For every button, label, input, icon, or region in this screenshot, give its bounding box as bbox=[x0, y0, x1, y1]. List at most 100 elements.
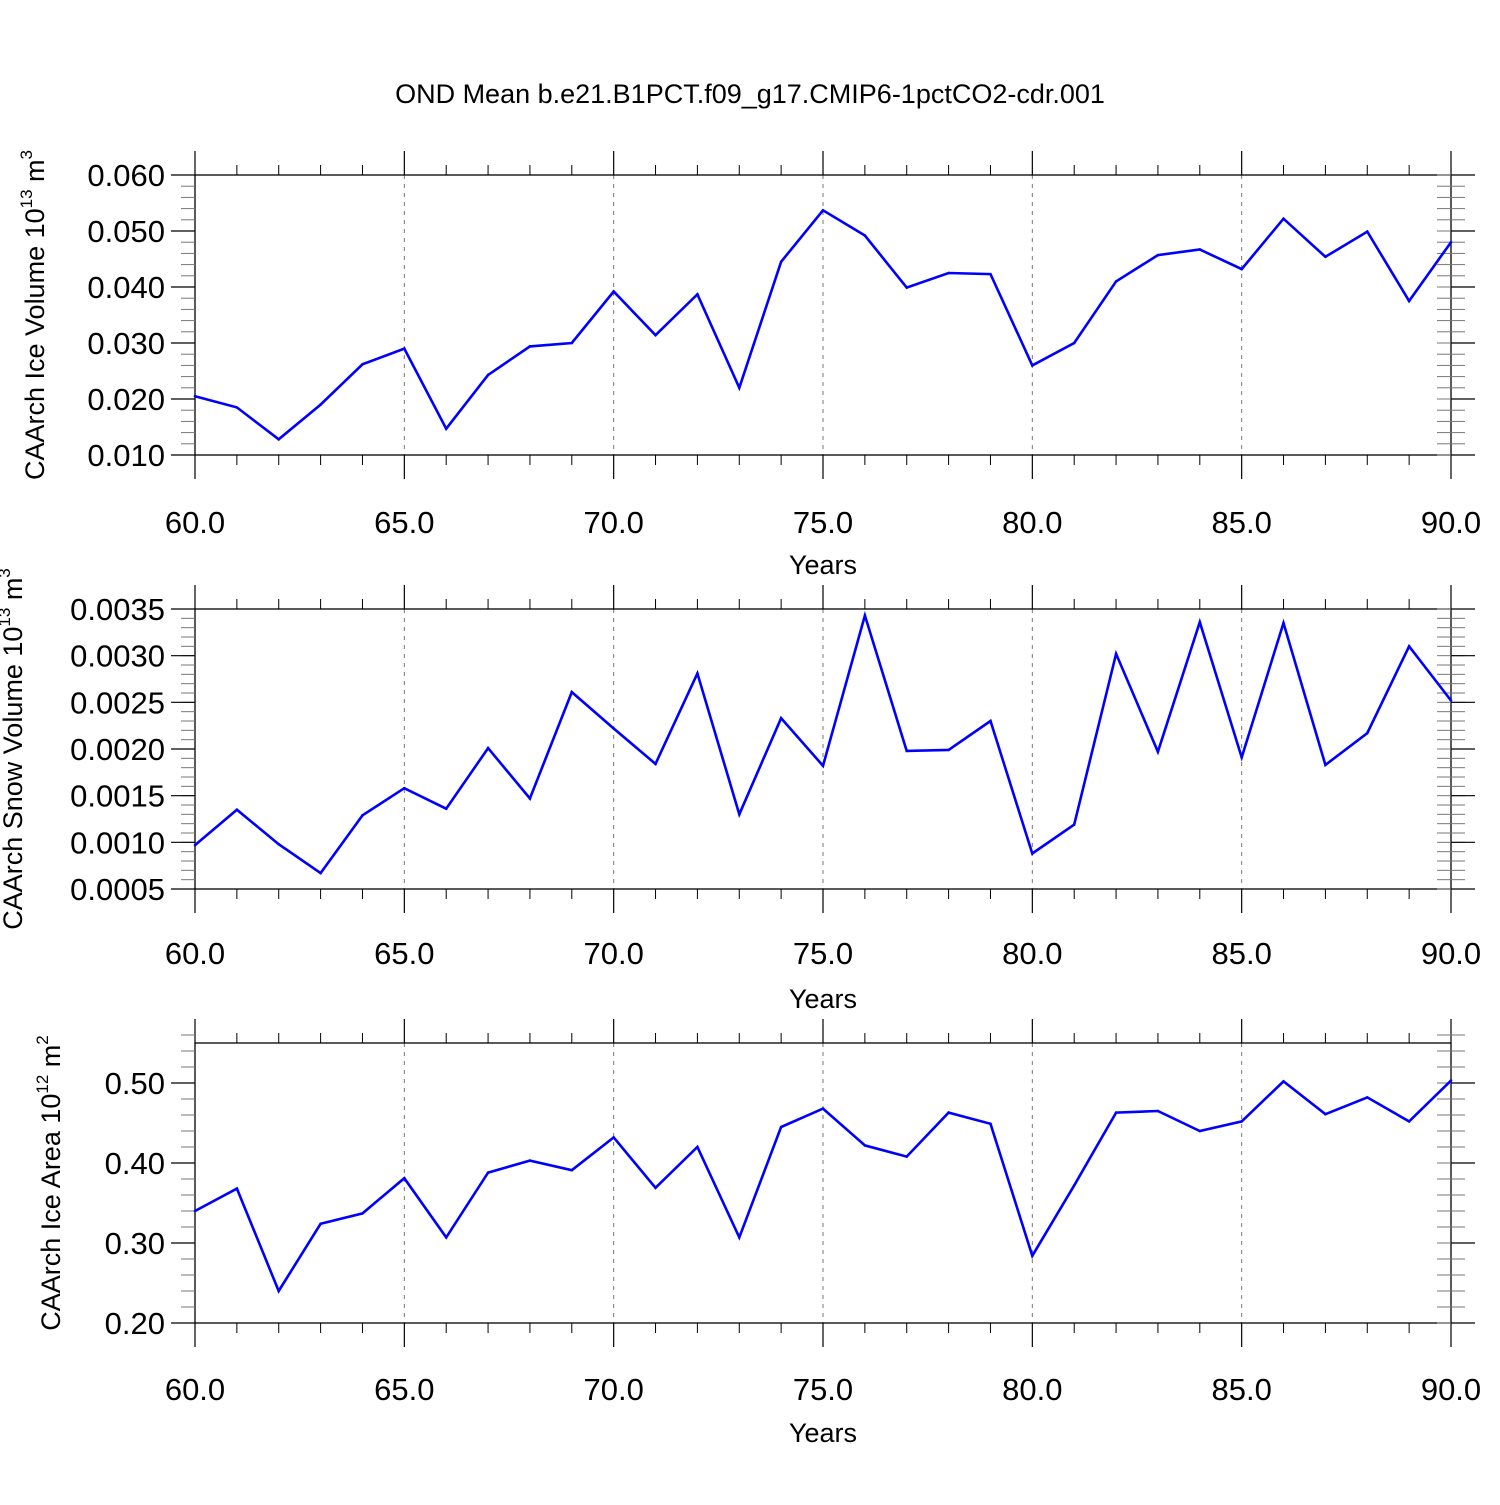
y-tick-label: 0.0015 bbox=[70, 779, 165, 814]
data-point bbox=[654, 333, 657, 337]
data-point bbox=[1240, 1120, 1243, 1123]
data-point bbox=[361, 1212, 364, 1215]
data-point bbox=[737, 1236, 741, 1239]
y-tick-label: 0.40 bbox=[105, 1146, 165, 1181]
data-point bbox=[1365, 731, 1369, 735]
y-axis-label-exponent: 12 bbox=[33, 1075, 52, 1094]
x-tick-label: 65.0 bbox=[374, 505, 434, 540]
data-point bbox=[1114, 280, 1118, 283]
x-tick-label: 80.0 bbox=[1002, 1372, 1062, 1407]
data-point bbox=[737, 386, 741, 390]
y-axis-label-text: CAArch Ice Area 10 bbox=[36, 1094, 66, 1331]
y-tick-label: 0.0020 bbox=[70, 732, 165, 767]
data-point bbox=[570, 690, 574, 694]
x-tick-label: 60.0 bbox=[165, 505, 225, 540]
x-axis-label: Years bbox=[789, 1418, 857, 1448]
data-point bbox=[989, 272, 992, 276]
y-tick-label: 0.0035 bbox=[70, 592, 165, 627]
y-axis-label-exponent: 13 bbox=[0, 608, 14, 627]
data-point bbox=[403, 786, 406, 790]
data-point bbox=[654, 1186, 657, 1190]
x-tick-label: 65.0 bbox=[374, 936, 434, 971]
x-tick-label: 90.0 bbox=[1421, 936, 1481, 971]
x-tick-label: 90.0 bbox=[1421, 1372, 1481, 1407]
y-axis-label-text: CAArch Ice Volume 10 bbox=[20, 208, 50, 480]
data-point bbox=[1114, 1111, 1118, 1114]
y-tick-label: 0.010 bbox=[87, 438, 165, 473]
y-tick-label: 0.50 bbox=[105, 1066, 165, 1101]
panel-3: 0.20 0.30 0.40 0.50 60.0 65.0 70.0 75.0 80.0 85.0… bbox=[33, 1019, 1481, 1448]
panel-1: 0.010 0.020 0.030 0.040 0.050 0.060 60.0 65.0 70… bbox=[17, 150, 1481, 580]
data-point bbox=[905, 286, 909, 289]
data-point bbox=[1407, 299, 1411, 303]
x-tick-label: 80.0 bbox=[1002, 505, 1062, 540]
data-point bbox=[821, 1107, 825, 1110]
data-point bbox=[779, 260, 783, 264]
data-point bbox=[486, 746, 490, 750]
x-axis-label: Years bbox=[789, 984, 857, 1014]
data-point bbox=[1156, 1109, 1160, 1113]
data-point bbox=[235, 1187, 239, 1190]
x-axis-label: Years bbox=[789, 550, 857, 580]
data-point bbox=[1365, 1096, 1369, 1099]
data-point bbox=[821, 764, 825, 768]
data-point bbox=[444, 807, 448, 811]
x-tick-label: 70.0 bbox=[583, 936, 643, 971]
data-point bbox=[612, 290, 615, 293]
data-point bbox=[193, 843, 197, 847]
data-point bbox=[486, 1171, 490, 1174]
y-axis-label: CAArch Ice Area 1012 m2 bbox=[33, 1035, 66, 1331]
y-tick-label: 0.030 bbox=[87, 326, 165, 361]
x-tick-label: 80.0 bbox=[1002, 936, 1062, 971]
data-point bbox=[444, 1236, 448, 1239]
data-point bbox=[1072, 823, 1076, 826]
data-point bbox=[1282, 217, 1285, 220]
y-tick-label: 0.0005 bbox=[70, 872, 165, 907]
data-point bbox=[319, 871, 322, 875]
data-point bbox=[1156, 750, 1160, 754]
data-point bbox=[193, 394, 197, 398]
y-tick-label: 0.20 bbox=[105, 1306, 165, 1341]
data-point bbox=[1324, 763, 1327, 767]
data-point bbox=[1324, 1112, 1327, 1116]
data-point bbox=[1282, 621, 1285, 625]
data-point bbox=[277, 842, 281, 846]
y-tick-label: 0.30 bbox=[105, 1226, 165, 1261]
y-tick-label: 0.0030 bbox=[70, 639, 165, 674]
x-tick-label: 75.0 bbox=[793, 936, 853, 971]
data-point bbox=[654, 762, 657, 766]
data-point bbox=[1031, 1254, 1034, 1258]
data-point bbox=[779, 716, 783, 720]
y-tick-label: 0.050 bbox=[87, 214, 165, 249]
x-tick-label: 85.0 bbox=[1211, 1372, 1271, 1407]
y-axis-label-text: CAArch Snow Volume 10 bbox=[0, 627, 28, 930]
data-point bbox=[863, 1144, 867, 1147]
y-axis-label-unit-exponent: 2 bbox=[33, 1035, 52, 1044]
data-point bbox=[528, 797, 532, 800]
x-tick-label: 90.0 bbox=[1421, 505, 1481, 540]
data-point bbox=[1114, 652, 1118, 656]
data-point bbox=[1031, 852, 1034, 855]
y-axis-label-unit: m bbox=[36, 1045, 66, 1075]
data-point bbox=[612, 727, 615, 730]
data-point bbox=[905, 1155, 909, 1158]
x-tick-label: 65.0 bbox=[374, 1372, 434, 1407]
y-axis-label: CAArch Ice Volume 1013 m3 bbox=[17, 150, 50, 480]
data-point bbox=[277, 438, 281, 441]
x-tick-label: 60.0 bbox=[165, 1372, 225, 1407]
data-point bbox=[193, 1209, 197, 1213]
y-tick-label: 0.0010 bbox=[70, 825, 165, 860]
data-point bbox=[821, 208, 825, 212]
data-point bbox=[319, 403, 322, 406]
data-point bbox=[403, 347, 406, 350]
x-tick-label: 85.0 bbox=[1211, 936, 1271, 971]
data-point bbox=[570, 341, 574, 345]
data-point bbox=[444, 427, 448, 430]
data-point bbox=[1407, 645, 1411, 648]
data-point bbox=[1365, 230, 1369, 233]
figure-title: OND Mean b.e21.B1PCT.f09_g17.CMIP6-1pctC… bbox=[395, 79, 1105, 109]
data-point bbox=[1449, 699, 1453, 702]
series-line bbox=[194, 208, 1453, 441]
y-tick-label: 0.020 bbox=[87, 382, 165, 417]
